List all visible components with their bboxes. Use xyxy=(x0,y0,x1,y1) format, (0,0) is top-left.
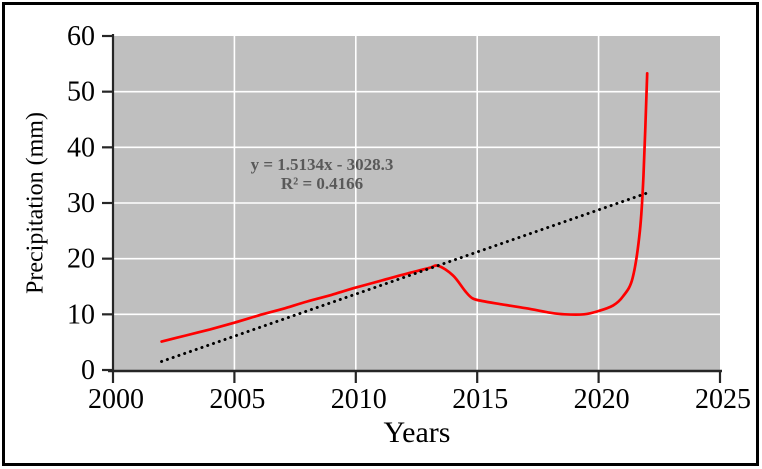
x-tick-label: 2015 xyxy=(452,384,508,415)
x-tick-label: 2025 xyxy=(695,384,751,415)
trendline-annotation: y = 1.5134x - 3028.3 R² = 0.4166 xyxy=(246,155,398,193)
r-squared-text: R² = 0.4166 xyxy=(280,174,364,193)
trendline-equation-text: y = 1.5134x - 3028.3 xyxy=(250,155,394,174)
y-tick-label: 30 xyxy=(67,188,95,219)
y-tick-label: 0 xyxy=(81,355,95,386)
trendline-dotted xyxy=(160,191,649,364)
y-tick-label: 60 xyxy=(67,21,95,52)
precipitation-line xyxy=(160,71,649,343)
y-axis-title: Precipitation (mm) xyxy=(22,112,49,294)
y-tick-label: 50 xyxy=(67,77,95,108)
y-tick-label: 10 xyxy=(67,299,95,330)
x-tick-label: 2010 xyxy=(331,384,387,415)
y-tick-label: 40 xyxy=(67,132,95,163)
x-axis-title: Years xyxy=(383,416,451,449)
x-tick-label: 2005 xyxy=(209,384,265,415)
x-tick-label: 2000 xyxy=(88,384,144,415)
y-tick-label: 20 xyxy=(67,244,95,275)
x-tick-label: 2020 xyxy=(574,384,630,415)
